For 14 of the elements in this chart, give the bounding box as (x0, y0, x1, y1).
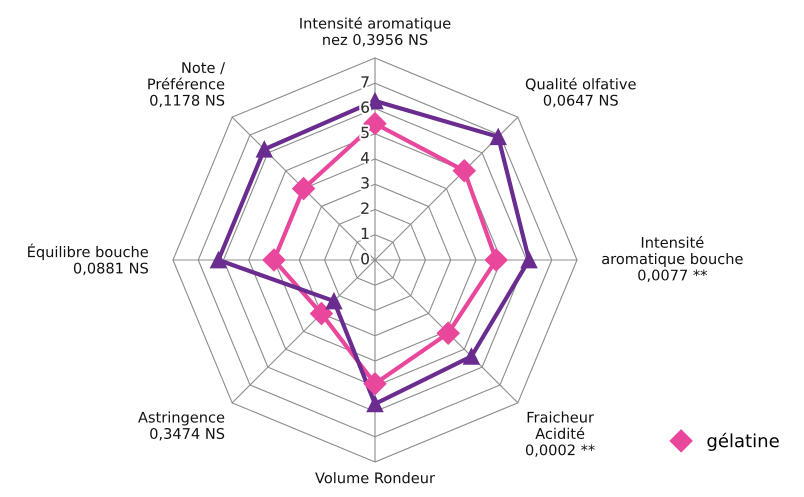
spoke-label: Qualité olfative 0,0647 NS (526, 78, 636, 108)
spoke-label: Fraicheur Acidité 0,0002 ** (526, 411, 595, 457)
spoke-label: Astringence 0,3474 NS (138, 411, 224, 441)
legend-label: gélatine (707, 432, 779, 451)
spoke-label: Volume Rondeur (315, 472, 435, 484)
y-tick-label: 3 (361, 177, 369, 189)
spoke-label: Note / Préférence 0,1178 NS (148, 62, 226, 108)
spoke-label: Intensité aromatique nez 0,3956 NS (300, 16, 450, 47)
y-tick-label: 2 (361, 202, 368, 214)
y-tick-label: 1 (362, 228, 369, 239)
y-tick-label: 4 (360, 152, 370, 164)
spoke-label: Équilibre bouche 0,0881 NS (28, 244, 148, 276)
y-tick-label: 7 (361, 76, 369, 88)
spoke-label: Intensité aromatique bouche 0,0077 ** (602, 236, 743, 282)
